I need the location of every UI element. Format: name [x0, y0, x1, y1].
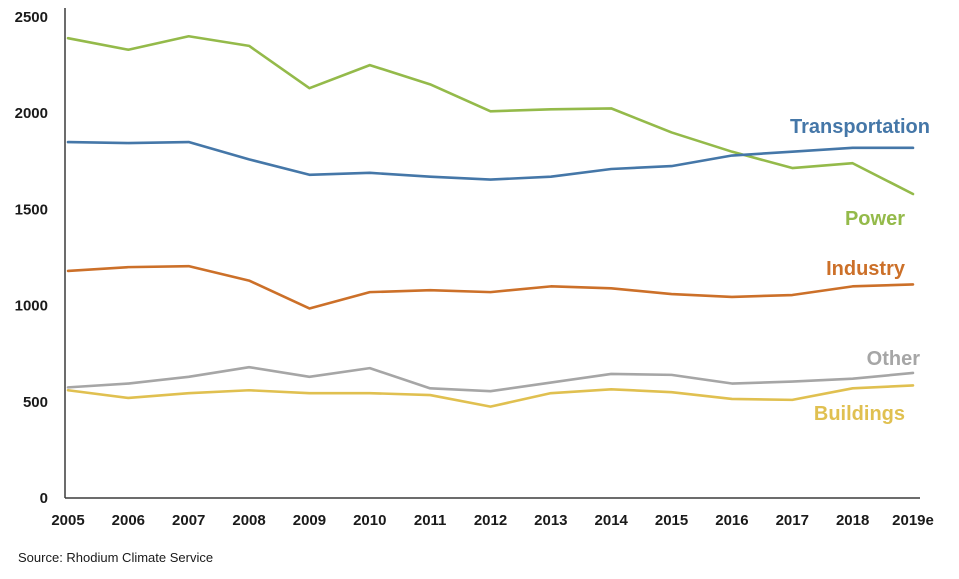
x-tick-label: 2006: [112, 512, 145, 529]
series-line-buildings: [66, 384, 915, 408]
series-line-power: [66, 34, 915, 196]
series-line-transportation: [66, 140, 915, 181]
y-tick-label: 2500: [15, 9, 48, 26]
x-tick-label: 2016: [715, 512, 748, 529]
chart-canvas: 0 500 1000 1500 2000 2500 2005 2006 2007 2008 2009…: [15, 8, 934, 529]
x-tick-label: 2014: [595, 512, 629, 529]
x-tick-label: 2005: [51, 512, 84, 529]
y-tick-label: 1000: [15, 298, 48, 315]
x-tick-label: 2018: [836, 512, 869, 529]
x-tick-label: 2010: [353, 512, 386, 529]
series-label-other: Other: [867, 348, 921, 370]
source-note: Source: Rhodium Climate Service: [18, 550, 214, 565]
series-label-power: Power: [845, 208, 905, 230]
x-tick-label: 2008: [232, 512, 265, 529]
x-tick-label: 2007: [172, 512, 205, 529]
series-label-transportation: Transportation: [790, 116, 930, 138]
x-tick-label: 2011: [414, 512, 447, 529]
y-tick-label: 500: [23, 394, 48, 411]
x-tick-label: 2015: [655, 512, 688, 529]
series-line-other: [66, 365, 915, 393]
x-tick-label: 2019e: [892, 512, 934, 529]
y-tick-label: 0: [40, 490, 48, 507]
y-tick-label: 2000: [15, 105, 48, 122]
series-label-industry: Industry: [826, 258, 906, 280]
x-tick-label: 2009: [293, 512, 326, 529]
y-tick-label: 1500: [15, 201, 48, 218]
x-tick-label: 2013: [534, 512, 567, 529]
series-line-industry: [66, 264, 915, 310]
x-tick-label: 2017: [776, 512, 809, 529]
series-label-buildings: Buildings: [814, 403, 905, 425]
x-tick-label: 2012: [474, 512, 507, 529]
